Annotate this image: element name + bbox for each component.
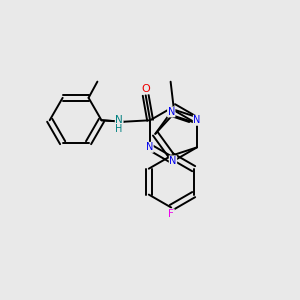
Text: O: O xyxy=(141,84,150,94)
Text: N: N xyxy=(169,156,177,166)
Text: N: N xyxy=(168,107,175,117)
Text: N: N xyxy=(115,115,123,125)
Text: N: N xyxy=(193,115,201,125)
Text: F: F xyxy=(168,209,174,219)
Text: N: N xyxy=(146,142,153,152)
Text: H: H xyxy=(116,124,123,134)
